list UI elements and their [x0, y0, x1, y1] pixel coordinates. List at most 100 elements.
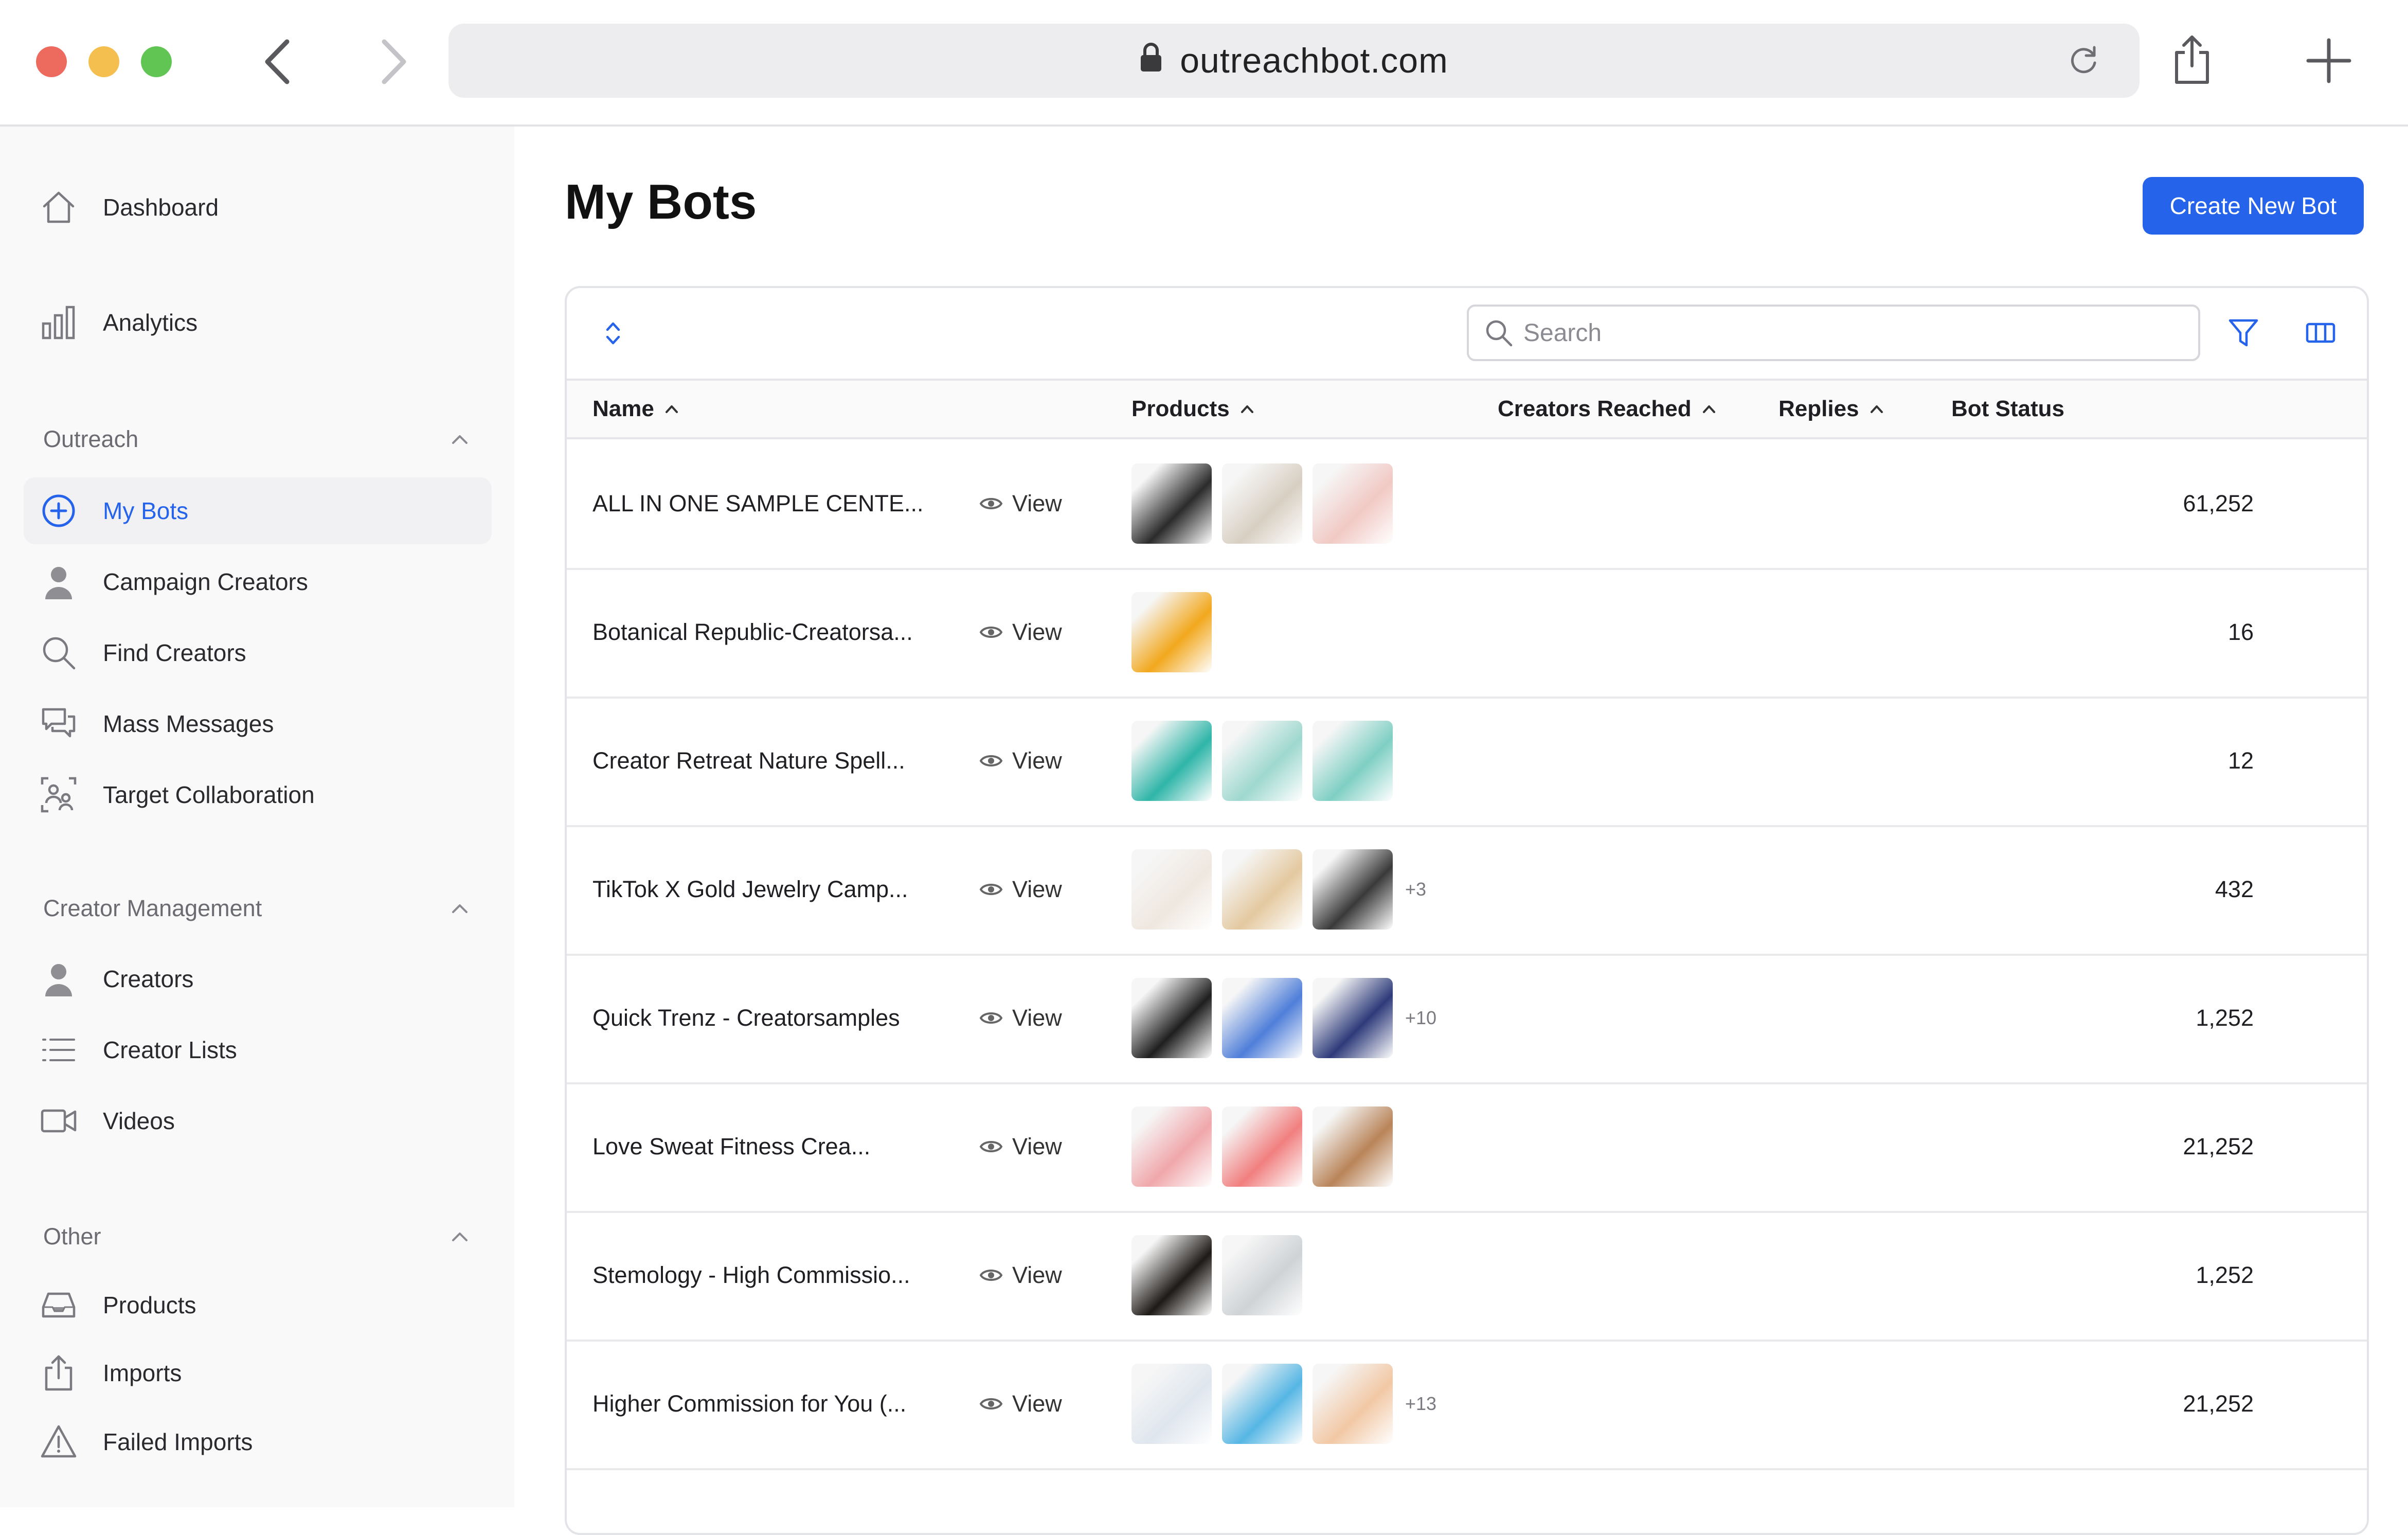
- close-window-button[interactable]: [36, 46, 67, 77]
- product-thumbnails: [1131, 1082, 1405, 1211]
- warning-icon: [33, 1416, 84, 1468]
- product-thumbnail: [1222, 978, 1302, 1058]
- view-label: View: [1012, 1005, 1062, 1031]
- search-field[interactable]: [1467, 305, 2200, 361]
- sidebar-item-find-creators[interactable]: Find Creators: [24, 619, 492, 686]
- create-new-bot-button[interactable]: Create New Bot: [2143, 177, 2364, 235]
- creators-reached-value: 21,252: [2183, 1390, 2254, 1417]
- expand-collapse-icon[interactable]: [598, 318, 628, 349]
- chevron-up-icon: [450, 429, 470, 450]
- inbox-tray-icon: [33, 1279, 84, 1331]
- table-row[interactable]: Love Sweat Fitness Crea...View21,252216S…: [567, 1082, 2367, 1213]
- table-row[interactable]: ALL IN ONE SAMPLE CENTE...View61,2520Run…: [567, 439, 2367, 570]
- creators-reached-value: 1,252: [2196, 1262, 2254, 1288]
- product-thumbnails: +10: [1131, 954, 1436, 1082]
- creators-reached-value: 1,252: [2196, 1005, 2254, 1031]
- filter-icon[interactable]: [2225, 315, 2261, 351]
- view-label: View: [1012, 876, 1062, 902]
- column-header-products[interactable]: Products: [1131, 381, 1254, 437]
- table-row[interactable]: TikTok X Gold Jewelry Camp...View+34322S…: [567, 825, 2367, 956]
- zoom-window-button[interactable]: [141, 46, 172, 77]
- table-row[interactable]: Higher Commission for You (... View +13 21,…: [567, 1340, 2367, 1470]
- search-input[interactable]: [1522, 318, 2142, 348]
- table-row[interactable]: Botanical Republic-Creatorsa...View1612S…: [567, 568, 2367, 699]
- minimize-window-button[interactable]: [88, 46, 119, 77]
- product-thumbnail: [1131, 1235, 1212, 1315]
- sidebar-item-campaign-creators[interactable]: Campaign Creators: [24, 548, 492, 615]
- chat-bubbles-icon: [33, 698, 84, 749]
- sidebar-item-my-bots[interactable]: My Bots: [24, 477, 492, 544]
- table-row[interactable]: Stemology - High Commissio... View 1,25223…: [567, 1211, 2367, 1342]
- view-label: View: [1012, 1133, 1062, 1159]
- share-icon[interactable]: [2171, 34, 2213, 88]
- product-thumbnail: [1222, 849, 1302, 930]
- section-header-creator-management[interactable]: Creator Management: [43, 888, 470, 929]
- product-thumbnail: [1222, 721, 1302, 801]
- product-thumbnail: [1313, 721, 1393, 801]
- product-thumbnails: [1131, 697, 1405, 825]
- view-bot-link[interactable]: View: [979, 1211, 1062, 1340]
- new-tab-icon[interactable]: [2304, 36, 2353, 88]
- product-thumbnail: [1313, 1106, 1393, 1187]
- sidebar-item-label: Target Collaboration: [103, 781, 315, 808]
- sidebar-item-target-collaboration[interactable]: Target Collaboration: [24, 761, 492, 828]
- view-bot-link[interactable]: View: [979, 954, 1062, 1082]
- table-row[interactable]: Quick Trenz - Creatorsamples View +10 1,252…: [567, 954, 2367, 1084]
- home-icon: [33, 182, 84, 233]
- product-thumbnails: +13: [1131, 1340, 1436, 1468]
- eye-icon: [979, 1010, 1003, 1026]
- browser-toolbar: outreachbot.com: [0, 0, 2408, 127]
- sidebar-item-analytics[interactable]: Analytics: [24, 289, 492, 356]
- column-header-name[interactable]: Name: [592, 381, 679, 437]
- product-thumbnail: [1313, 463, 1393, 544]
- back-button[interactable]: [252, 36, 303, 87]
- section-header-outreach[interactable]: Outreach: [43, 419, 470, 460]
- column-header-replies[interactable]: Replies: [1778, 381, 1884, 437]
- more-products-count: +13: [1405, 1393, 1437, 1414]
- chevron-right-icon: [382, 39, 406, 84]
- sidebar-item-label: Videos: [103, 1108, 175, 1134]
- columns-icon[interactable]: [2303, 315, 2339, 351]
- sidebar-item-products[interactable]: Products: [24, 1272, 492, 1338]
- sidebar-item-label: Products: [103, 1292, 196, 1318]
- sidebar-item-mass-messages[interactable]: Mass Messages: [24, 690, 492, 757]
- creators-reached-value: 61,252: [2183, 490, 2254, 516]
- bar-chart-icon: [33, 297, 84, 348]
- view-bot-link[interactable]: View: [979, 825, 1062, 954]
- view-label: View: [1012, 619, 1062, 645]
- sidebar-item-creators[interactable]: Creators: [24, 945, 492, 1012]
- product-thumbnails: [1131, 439, 1405, 568]
- product-thumbnails: [1131, 568, 1224, 697]
- target-users-icon: [33, 769, 84, 820]
- sidebar-item-videos[interactable]: Videos: [24, 1087, 492, 1154]
- sidebar-item-creator-lists[interactable]: Creator Lists: [24, 1016, 492, 1083]
- sidebar-item-dashboard[interactable]: Dashboard: [24, 174, 492, 241]
- column-header-bot-status[interactable]: Bot Status: [1951, 381, 2064, 437]
- section-title: Other: [43, 1223, 101, 1250]
- column-header-creators-reached[interactable]: Creators Reached: [1498, 381, 1716, 437]
- chevron-up-icon: [450, 1226, 470, 1247]
- eye-icon: [979, 1396, 1003, 1412]
- chevron-up-icon: [450, 898, 470, 919]
- bot-name: Botanical Republic-Creatorsa...: [592, 619, 913, 645]
- forward-button[interactable]: [368, 36, 419, 87]
- view-bot-link[interactable]: View: [979, 1082, 1062, 1211]
- column-label: Bot Status: [1951, 396, 2064, 421]
- search-icon: [33, 627, 84, 679]
- view-bot-link[interactable]: View: [979, 439, 1062, 568]
- address-bar[interactable]: outreachbot.com: [448, 24, 2140, 98]
- replies-value: 216: [2207, 1082, 2367, 1211]
- table-row[interactable]: Creator Retreat Nature Spell...View126Ru…: [567, 697, 2367, 827]
- view-bot-link[interactable]: View: [979, 1340, 1062, 1468]
- sidebar-item-imports[interactable]: Imports: [24, 1340, 492, 1406]
- reload-icon[interactable]: [2066, 43, 2100, 80]
- upload-icon: [33, 1347, 84, 1399]
- view-bot-link[interactable]: View: [979, 697, 1062, 825]
- product-thumbnail: [1131, 1364, 1212, 1444]
- sidebar-item-failed-imports[interactable]: Failed Imports: [24, 1408, 492, 1475]
- view-bot-link[interactable]: View: [979, 568, 1062, 697]
- bot-name: Higher Commission for You (...: [592, 1390, 907, 1417]
- bot-name: Creator Retreat Nature Spell...: [592, 747, 905, 774]
- section-header-other[interactable]: Other: [43, 1216, 470, 1257]
- plus-circle-icon: [33, 485, 84, 537]
